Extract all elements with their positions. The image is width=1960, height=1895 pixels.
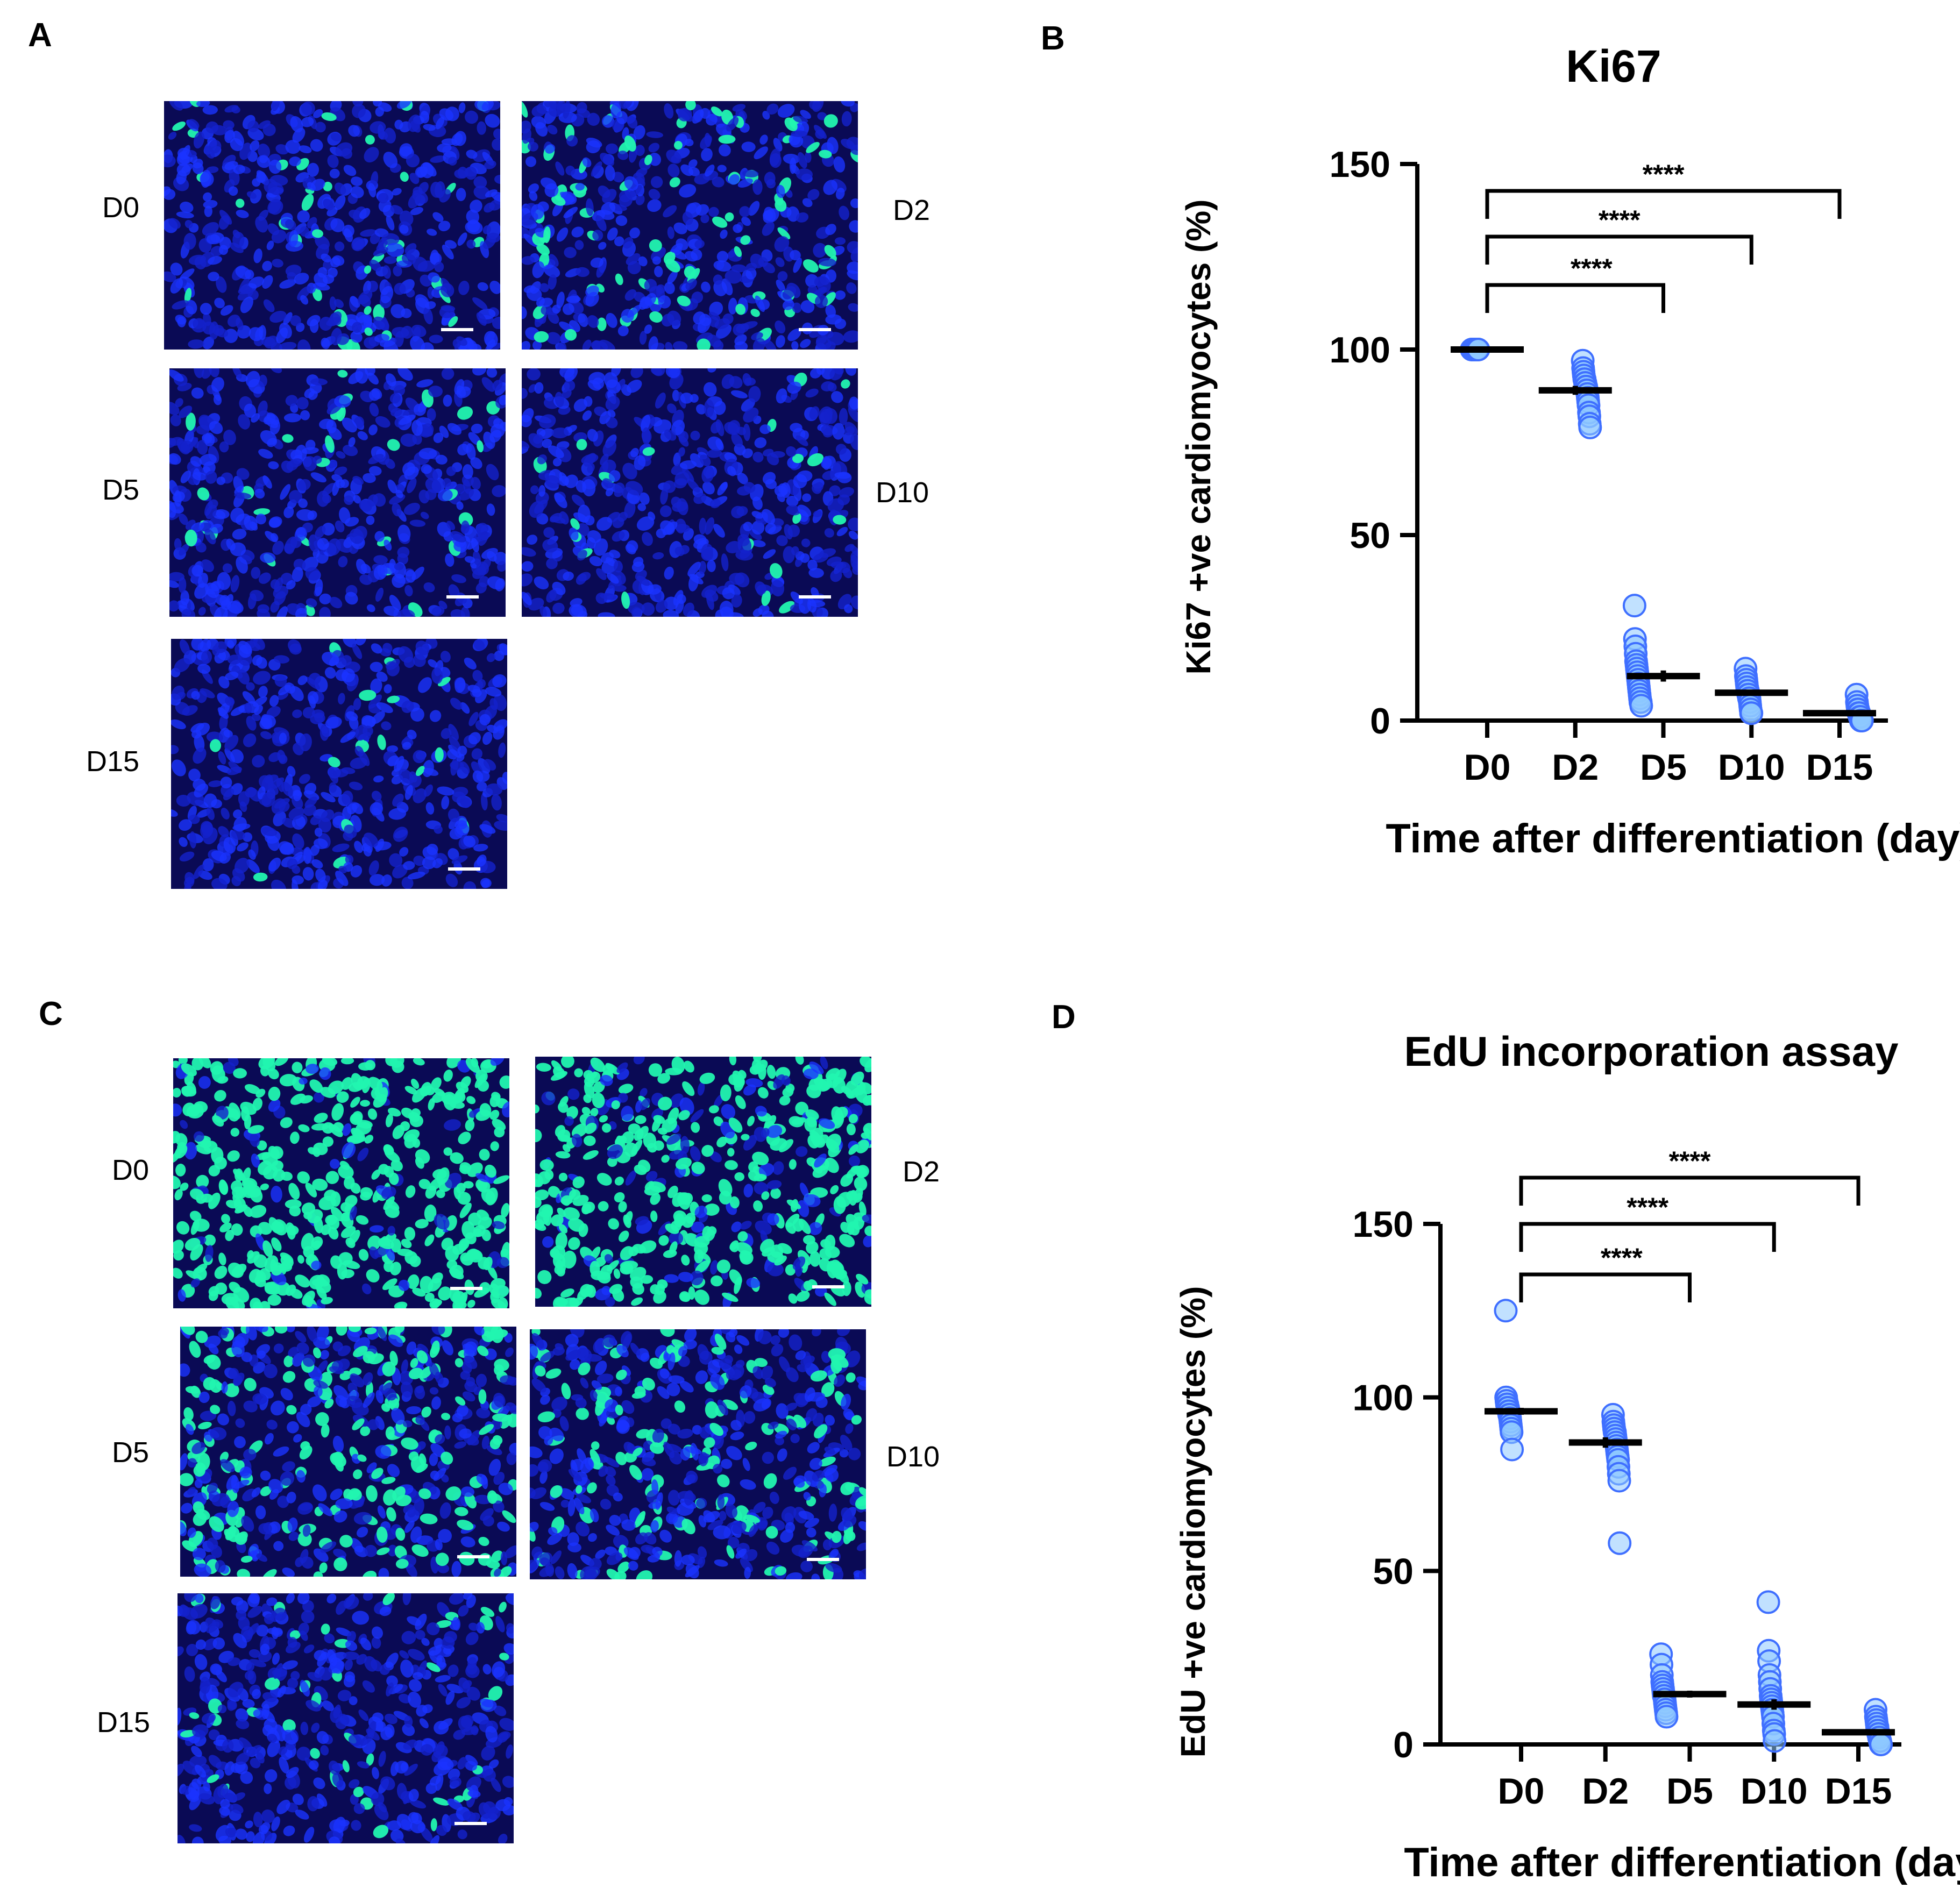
scale-bar: [457, 1555, 489, 1558]
micrograph-texture: [180, 1327, 516, 1577]
y-tick-label: 0: [1370, 701, 1390, 742]
micrograph-a-d0: [164, 101, 500, 350]
edu-chart: EdU incorporation assay 0 50 100 150 D0 D2 D5 D1…: [1174, 1028, 1960, 1885]
x-axis-label: Time after differentiation (day): [1404, 1840, 1960, 1885]
significance-bracket: [1485, 234, 1753, 265]
micrograph-c-d10: [530, 1329, 866, 1579]
scale-bar: [446, 595, 479, 599]
micrograph-texture: [522, 368, 858, 617]
micrograph-label-c-d10: D10: [886, 1441, 940, 1473]
significance-label: ****: [1599, 205, 1641, 235]
micrograph-texture: [171, 639, 507, 889]
micrograph-label-c-d0: D0: [112, 1154, 150, 1186]
y-tick-label: 100: [1330, 330, 1390, 371]
significance-bracket: [1485, 283, 1665, 313]
micrograph-a-d10: [522, 368, 858, 617]
x-axis-label: Time after differentiation (day): [1386, 816, 1960, 861]
x-tick-label: D15: [1825, 1771, 1892, 1812]
x-tick-label: D10: [1718, 747, 1785, 788]
significance-label: ****: [1669, 1146, 1711, 1176]
x-tick-label: D2: [1552, 747, 1599, 788]
micrograph-label-a-d0: D0: [102, 191, 140, 224]
significance-bracket: [1485, 189, 1842, 219]
x-tick-label: D0: [1498, 1771, 1545, 1812]
data-point: [1869, 1733, 1893, 1756]
y-tick-label: 150: [1330, 144, 1390, 185]
x-tick-label: D0: [1464, 747, 1511, 788]
y-tick-label: 100: [1353, 1378, 1414, 1419]
chart-title: Ki67: [1566, 41, 1661, 91]
x-tick-label: D15: [1806, 747, 1873, 788]
x-tick-label: D5: [1640, 747, 1687, 788]
y-axis-label: EdU +ve cardiomyocytes (%): [1174, 1286, 1212, 1758]
micrograph-texture: [535, 1057, 871, 1307]
scale-bar: [448, 867, 480, 871]
significance-bracket: [1519, 1176, 1860, 1206]
micrograph-c-d0: [173, 1058, 509, 1308]
micrograph-texture: [177, 1593, 514, 1843]
micrograph-label-a-d10: D10: [876, 476, 929, 509]
panel-letter-c: C: [39, 995, 63, 1032]
x-tick-label: D2: [1582, 1771, 1629, 1812]
micrograph-c-d15: [177, 1593, 514, 1843]
micrograph-texture: [164, 101, 500, 350]
data-point: [1622, 594, 1646, 618]
data-point: [1739, 701, 1764, 725]
y-tick-label: 50: [1350, 515, 1390, 556]
micrograph-texture: [169, 368, 506, 617]
data-point: [1500, 1437, 1524, 1462]
data-point: [1607, 1469, 1631, 1493]
scale-bar: [799, 595, 831, 599]
micrograph-texture: [173, 1058, 509, 1308]
panel-letter-b: B: [1041, 20, 1065, 57]
micrograph-label-c-d5: D5: [112, 1436, 150, 1469]
scale-bar: [799, 328, 831, 331]
significance-label: ****: [1627, 1192, 1668, 1222]
data-point: [1494, 1299, 1518, 1323]
ki67-chart: Ki67 0 50 100 150 D0 D2 D5 D10 D15 Time after diff…: [1179, 41, 1960, 861]
data-point: [1654, 1705, 1679, 1729]
data-point: [1578, 415, 1602, 439]
y-tick-label: 0: [1393, 1725, 1414, 1765]
data-point: [1756, 1590, 1780, 1614]
micrograph-c-d2: [535, 1057, 871, 1307]
scale-bar: [441, 328, 473, 331]
micrograph-c-d5: [180, 1327, 516, 1577]
scale-bar: [807, 1558, 839, 1561]
x-tick-label: D5: [1666, 1771, 1713, 1812]
data-point: [1763, 1729, 1787, 1753]
panel-letter-d: D: [1052, 999, 1076, 1036]
y-axis-label: Ki67 +ve cardiomyocytes (%): [1179, 200, 1218, 675]
micrograph-a-d5: [169, 368, 506, 617]
micrograph-label-c-d2: D2: [903, 1156, 940, 1188]
significance-label: ****: [1601, 1243, 1643, 1273]
data-point: [1629, 694, 1653, 718]
scale-bar: [455, 1822, 487, 1825]
micrograph-label-a-d5: D5: [102, 474, 140, 506]
panel-letter-a: A: [28, 17, 52, 54]
micrograph-texture: [522, 101, 858, 350]
micrograph-label-c-d15: D15: [97, 1706, 151, 1739]
data-point: [1608, 1531, 1632, 1555]
significance-bracket: [1519, 1272, 1692, 1302]
significance-bracket: [1519, 1222, 1776, 1252]
micrograph-label-a-d2: D2: [893, 194, 931, 226]
y-tick-label: 50: [1373, 1551, 1414, 1592]
y-tick-label: 150: [1353, 1204, 1414, 1245]
significance-label: ****: [1571, 253, 1613, 283]
micrograph-a-d2: [522, 101, 858, 350]
micrograph-label-a-d15: D15: [86, 745, 140, 778]
scale-bar: [450, 1287, 482, 1290]
x-tick-label: D10: [1741, 1771, 1808, 1812]
significance-label: ****: [1643, 159, 1685, 189]
chart-title: EdU incorporation assay: [1404, 1028, 1899, 1075]
scale-bar: [812, 1285, 844, 1288]
micrograph-a-d15: [171, 639, 507, 889]
micrograph-texture: [530, 1329, 866, 1579]
